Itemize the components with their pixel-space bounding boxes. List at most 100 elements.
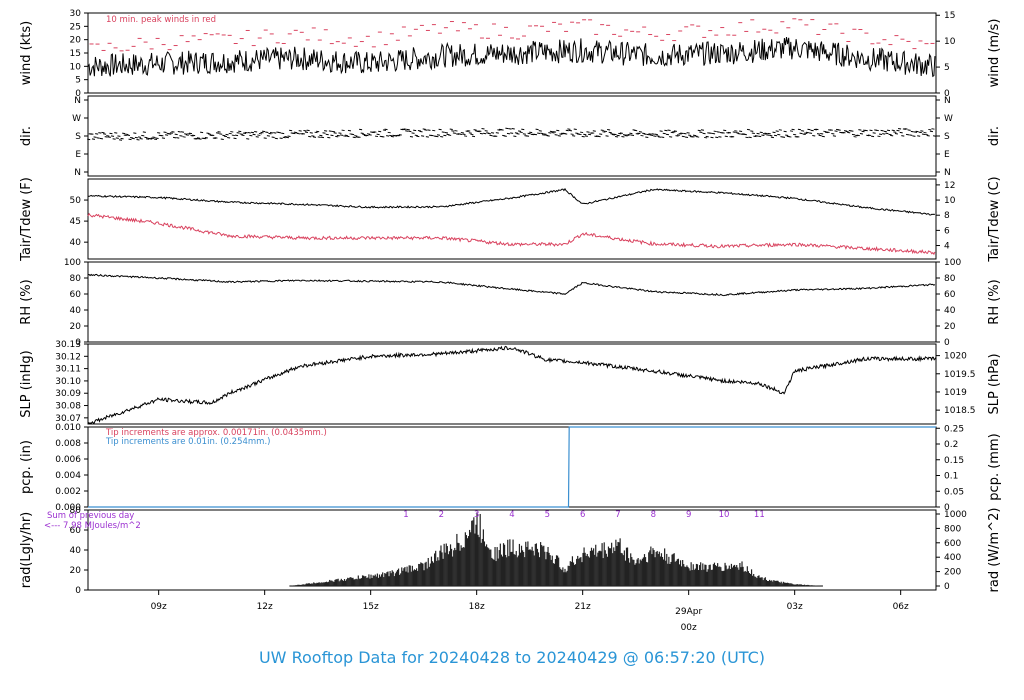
wind-dir-mark [634, 129, 638, 132]
wind-dir-mark [176, 137, 180, 139]
y-tick-label-pcp: 0.000 [55, 503, 81, 513]
wind-dir-mark [505, 127, 509, 130]
wind-dir-mark [638, 131, 643, 133]
wind-dir-mark [322, 132, 326, 134]
wind-dir-mark [389, 134, 393, 137]
wind-dir-mark [478, 130, 482, 132]
wind-dir-mark [843, 130, 848, 132]
wind-dir-mark [145, 138, 150, 140]
y-tick-label-rh: 80 [70, 274, 82, 284]
wind-dir-mark [829, 129, 833, 131]
y2-tick-label-pcp: 0.15 [944, 456, 964, 466]
wind-dir-mark [104, 136, 108, 138]
wind-dir-mark [161, 137, 166, 139]
x-tick-label: 06z [893, 602, 909, 612]
wind-dir-mark [319, 134, 323, 137]
wind-dir-mark [864, 129, 868, 132]
wind-dir-mark [317, 136, 321, 138]
wind-dir-mark [316, 130, 320, 133]
y-axis-label-rh: RH (%) [19, 279, 34, 324]
wind-dir-mark [745, 136, 749, 139]
wind-dir-mark [766, 134, 770, 136]
wind-dir-mark [711, 132, 716, 135]
wind-dir-mark [656, 135, 660, 137]
wind-dir-mark [365, 134, 369, 137]
wind-dir-mark [731, 135, 735, 138]
wind-dir-mark [559, 133, 563, 135]
wind-dir-mark [301, 133, 305, 135]
wind-dir-mark [902, 128, 906, 130]
wind-dir-mark [907, 129, 911, 131]
wind-dir-mark [688, 134, 692, 136]
y-tick-label-rad: 20 [70, 566, 82, 576]
wind-dir-mark [783, 130, 787, 133]
wind-dir-mark [513, 135, 517, 138]
wind-dir-mark [314, 131, 318, 134]
wind-dir-mark [613, 133, 617, 136]
wind-dir-mark [325, 133, 329, 136]
y-tick-label-rad: 60 [70, 526, 82, 536]
wind-dir-mark [584, 135, 588, 137]
wind-dir-mark [697, 129, 701, 132]
wind-dir-mark [98, 132, 102, 134]
rad-hour-label: 1 [403, 510, 408, 520]
wind-dir-mark [352, 136, 356, 139]
wind-dir-mark [184, 133, 188, 135]
wind-dir-mark [212, 137, 216, 140]
wind-dir-mark [774, 134, 778, 137]
wind-dir-mark [168, 133, 172, 135]
wind-dir-mark [93, 136, 97, 138]
wind-dir-mark [851, 133, 856, 136]
wind-dir-mark [203, 137, 207, 140]
y2-tick-label-temp: 6 [944, 226, 950, 236]
wind-dir-mark [284, 135, 288, 138]
x-tick-label: 21z [575, 602, 591, 612]
wind-dir-mark [724, 135, 728, 138]
wind-dir-mark [653, 135, 657, 137]
y-tick-label-wind: 5 [75, 76, 81, 86]
wind-dir-mark [600, 129, 604, 132]
y2-tick-label-rh: 40 [944, 306, 956, 316]
wind-dir-mark [533, 133, 538, 136]
wind-dir-mark [608, 131, 612, 134]
y2-axis-label-temp: Tair/Tdew (C) [987, 176, 1002, 262]
wind-dir-mark [387, 131, 391, 134]
wind-dir-mark [239, 133, 243, 135]
wind-dir-mark [204, 137, 208, 139]
y-tick-label-rh: 100 [64, 258, 81, 268]
wind-dir-mark [708, 132, 712, 134]
wind-dir-mark [449, 128, 453, 130]
wind-dir-mark [416, 135, 420, 138]
wind-dir-mark [324, 130, 328, 132]
y-tick-label-pcp: 0.006 [55, 455, 81, 465]
wind-dir-mark [459, 133, 463, 135]
meteogram: 09z 12z 15z 18z 21z 03z 06z 29Apr 00z wind (kts) w… [19, 9, 1002, 633]
wind-dir-mark [371, 131, 375, 134]
y2-tick-label-slp: 1020 [944, 352, 967, 362]
wind-dir-mark [880, 129, 884, 132]
wind-dir-mark [521, 128, 525, 131]
wind-dir-mark [357, 136, 361, 138]
wind-dir-mark [257, 134, 261, 136]
wind-dir-mark [500, 129, 504, 131]
wind-dir-mark [586, 131, 590, 133]
wind-dir-mark [471, 135, 476, 138]
wind-dir-mark [285, 136, 290, 139]
wind-dir-mark [642, 132, 646, 135]
wind-dir-mark [670, 131, 674, 134]
y-tick-label-wind: 25 [70, 22, 81, 32]
y2-tick-label-rad: 200 [944, 568, 961, 578]
panel-frame-rh [87, 261, 937, 343]
wind-dir-mark [599, 133, 603, 135]
y2-axis-label-rad: rad (W/m^2) [987, 508, 1002, 593]
y2-tick-label-slp: 1019.5 [944, 370, 976, 380]
wind-dir-mark [861, 130, 865, 133]
y2-tick-label-dir: E [944, 150, 950, 160]
wind-dir-mark [192, 134, 196, 137]
y2-tick-label-rh: 60 [944, 290, 956, 300]
wind-dir-mark [483, 132, 487, 135]
wind-dir-mark [616, 134, 620, 137]
wind-dir-mark [789, 130, 794, 132]
wind-dir-mark [304, 131, 309, 134]
wind-dir-mark [622, 134, 627, 136]
